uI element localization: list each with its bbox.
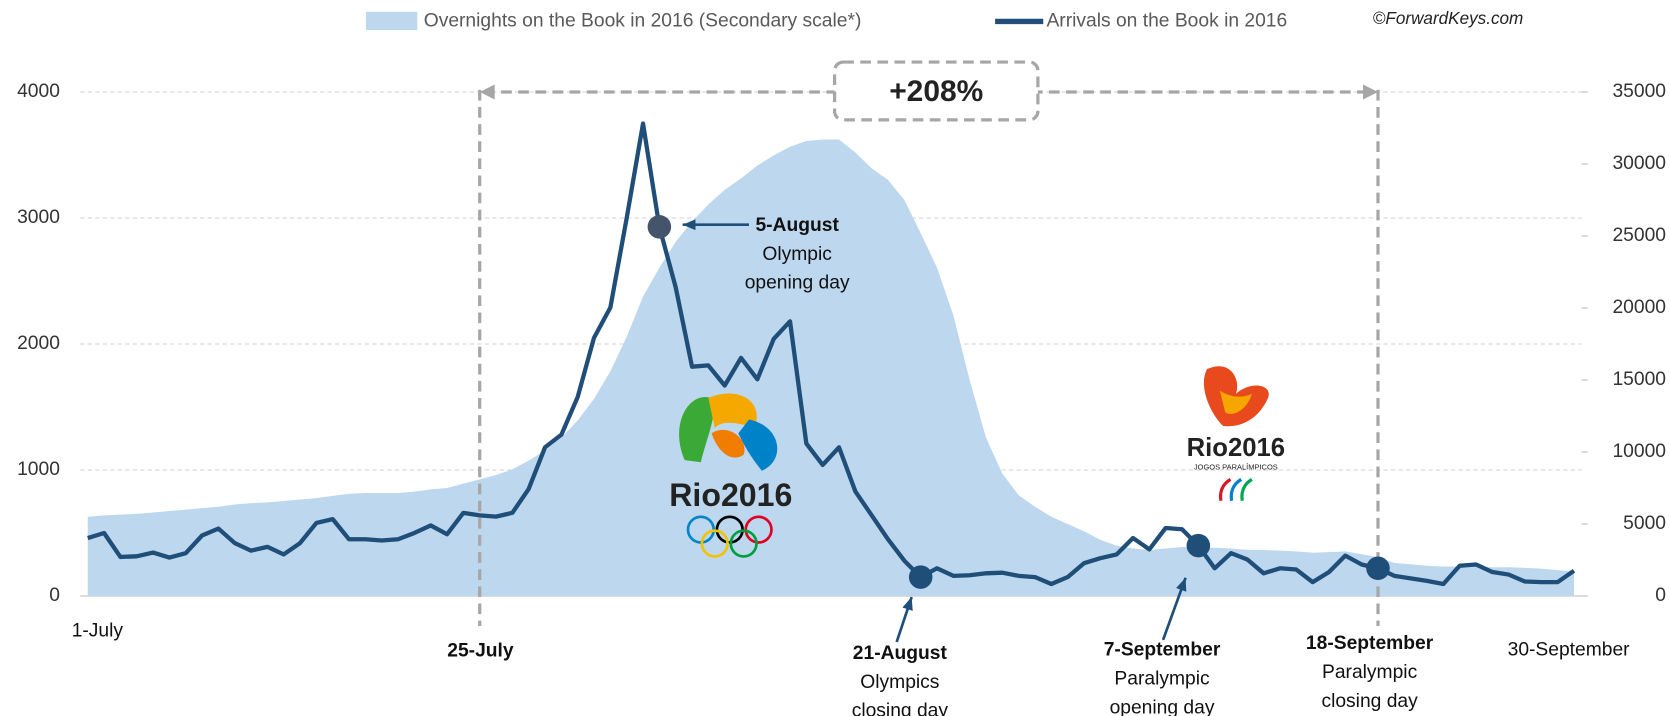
logo-shape (738, 419, 778, 471)
agitos (1240, 478, 1253, 502)
y2-tick-label: 10000 (1612, 441, 1666, 462)
y2-tick-label: 0 (1655, 585, 1666, 606)
logo-subtext: JOGOS PARALÍMPICOS (1194, 463, 1278, 472)
y2-tick-label: 5000 (1623, 513, 1666, 534)
arrow-head (479, 84, 495, 100)
logo-shape (1203, 366, 1269, 427)
span-box (832, 60, 1040, 122)
agitos (1218, 478, 1232, 502)
annotation-text: Olympic (762, 244, 832, 265)
x-tick-label: 21-August (853, 643, 948, 664)
legend-label: Overnights on the Book in 2016 (Secondar… (424, 10, 862, 31)
annotation-text: closing day (852, 701, 949, 716)
arrow-head (1176, 577, 1187, 592)
arrow-head (1363, 84, 1378, 100)
y2-tick-label: 15000 (1612, 369, 1666, 390)
event-marker (1366, 556, 1390, 581)
x-tick-label: 5-August (755, 215, 839, 236)
legend-label: Arrivals on the Book in 2016 (1046, 10, 1287, 31)
annotation-text: closing day (1321, 691, 1418, 712)
olympic-ring (700, 529, 729, 558)
y-tick-label: 1000 (17, 459, 60, 480)
olympic-logo: Rio2016 (669, 393, 792, 558)
logo-shape (711, 429, 745, 458)
annotation-text: Paralympic (1322, 662, 1418, 683)
x-tick-label: 7-September (1104, 640, 1221, 661)
event-marker (1186, 533, 1211, 558)
annotation-text: Olympics (860, 672, 939, 693)
y2-tick-label: 20000 (1612, 297, 1666, 318)
arrow-head (682, 219, 696, 231)
source: ©ForwardKeys.com (1373, 9, 1523, 28)
logo-shape (679, 396, 714, 463)
plot-root: 0 1000 2000 3000 4000 0 5000 10000 15000 20000 250… (17, 9, 1666, 716)
x-tick-label: 1-July (72, 620, 124, 641)
y2-tick-label: 25000 (1612, 225, 1666, 246)
agitos (1229, 478, 1243, 502)
y-tick-label: 2000 (17, 333, 60, 354)
y2-tick-label: 30000 (1612, 153, 1666, 174)
span-label: +208% (889, 75, 983, 108)
logo-text: Rio2016 (669, 477, 792, 513)
x-tick-label: 25-July (447, 641, 514, 662)
y-tick-label: 4000 (17, 81, 60, 102)
event-marker (647, 215, 672, 239)
y2-tick-label: 35000 (1612, 81, 1666, 102)
annotation-text: Paralympic (1114, 669, 1210, 690)
x-tick-label: 30-September (1508, 640, 1631, 661)
event-marker (908, 565, 933, 589)
logo-shape (1219, 390, 1252, 414)
logo-text: Rio2016 (1187, 434, 1285, 462)
arrivals-line (87, 121, 1576, 587)
arrow-head (902, 597, 913, 611)
overnights-area (87, 139, 1574, 596)
olympic-ring (729, 529, 758, 558)
x-tick-label: 18-September (1306, 633, 1434, 654)
legend-swatch (365, 11, 418, 30)
logo-shape (708, 393, 757, 429)
annotation-text: opening day (745, 273, 850, 294)
y-tick-label: 3000 (17, 207, 60, 228)
y-tick-label: 0 (49, 585, 60, 606)
annotation-text: opening day (1110, 697, 1215, 716)
